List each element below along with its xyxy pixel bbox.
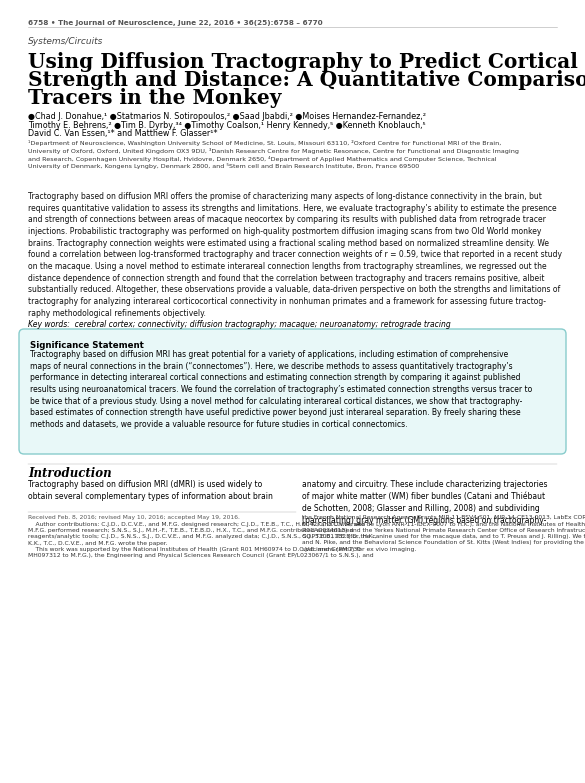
Text: Received Feb. 8, 2016; revised May 10, 2016; accepted May 19, 2016.: Received Feb. 8, 2016; revised May 10, 2… <box>28 515 240 520</box>
Text: Significance Statement: Significance Statement <box>30 341 144 350</box>
Text: Author contributions: C.J.D., D.C.V.E., and M.F.G. designed research; C.J.D., T.: Author contributions: C.J.D., D.C.V.E., … <box>28 522 377 558</box>
Text: Using Diffusion Tractography to Predict Cortical Connection: Using Diffusion Tractography to Predict … <box>28 52 585 72</box>
Text: Tracers in the Monkey: Tracers in the Monkey <box>28 88 281 108</box>
Text: anatomy and circuitry. These include characterizing trajectories
of major white : anatomy and circuitry. These include cha… <box>302 480 548 525</box>
Text: Introduction: Introduction <box>28 467 112 480</box>
Text: Key words:  cerebral cortex; connectivity; diffusion tractography; macaque; neur: Key words: cerebral cortex; connectivity… <box>28 320 451 329</box>
Text: ●Chad J. Donahue,¹ ●Statmarios N. Sotiropoulos,² ●Saad Jbabdi,² ●Moises Hernande: ●Chad J. Donahue,¹ ●Statmarios N. Sotiro… <box>28 112 426 121</box>
Text: Systems/Circuits: Systems/Circuits <box>28 37 104 46</box>
Text: Timothy E. Behrens,² ●Tim B. Dyrby,³⁴ ●Timothy Coalson,¹ Henry Kennedy,⁵ ●Kennet: Timothy E. Behrens,² ●Tim B. Dyrby,³⁴ ●T… <box>28 121 426 129</box>
Text: David C. Van Essen,¹* and Matthew F. Glasser¹*: David C. Van Essen,¹* and Matthew F. Gla… <box>28 129 218 138</box>
Text: Strength and Distance: A Quantitative Comparison with: Strength and Distance: A Quantitative Co… <box>28 70 585 90</box>
Text: Tractography based on diffusion MRI has great potential for a variety of applica: Tractography based on diffusion MRI has … <box>30 350 532 429</box>
Text: the French National Research Agency Grants MIR-11-BSV4-S01, MIR-14-CE13-0013, La: the French National Research Agency Gran… <box>302 515 585 552</box>
Text: Tractography based on diffusion MRI (dMRI) is used widely to
obtain several comp: Tractography based on diffusion MRI (dMR… <box>28 480 273 500</box>
FancyBboxPatch shape <box>19 329 566 454</box>
Text: ¹Department of Neuroscience, Washington University School of Medicine, St. Louis: ¹Department of Neuroscience, Washington … <box>28 140 519 169</box>
Text: Tractography based on diffusion MRI offers the promise of characterizing many as: Tractography based on diffusion MRI offe… <box>28 192 562 318</box>
Text: 6758 • The Journal of Neuroscience, June 22, 2016 • 36(25):6758 – 6770: 6758 • The Journal of Neuroscience, June… <box>28 20 322 26</box>
